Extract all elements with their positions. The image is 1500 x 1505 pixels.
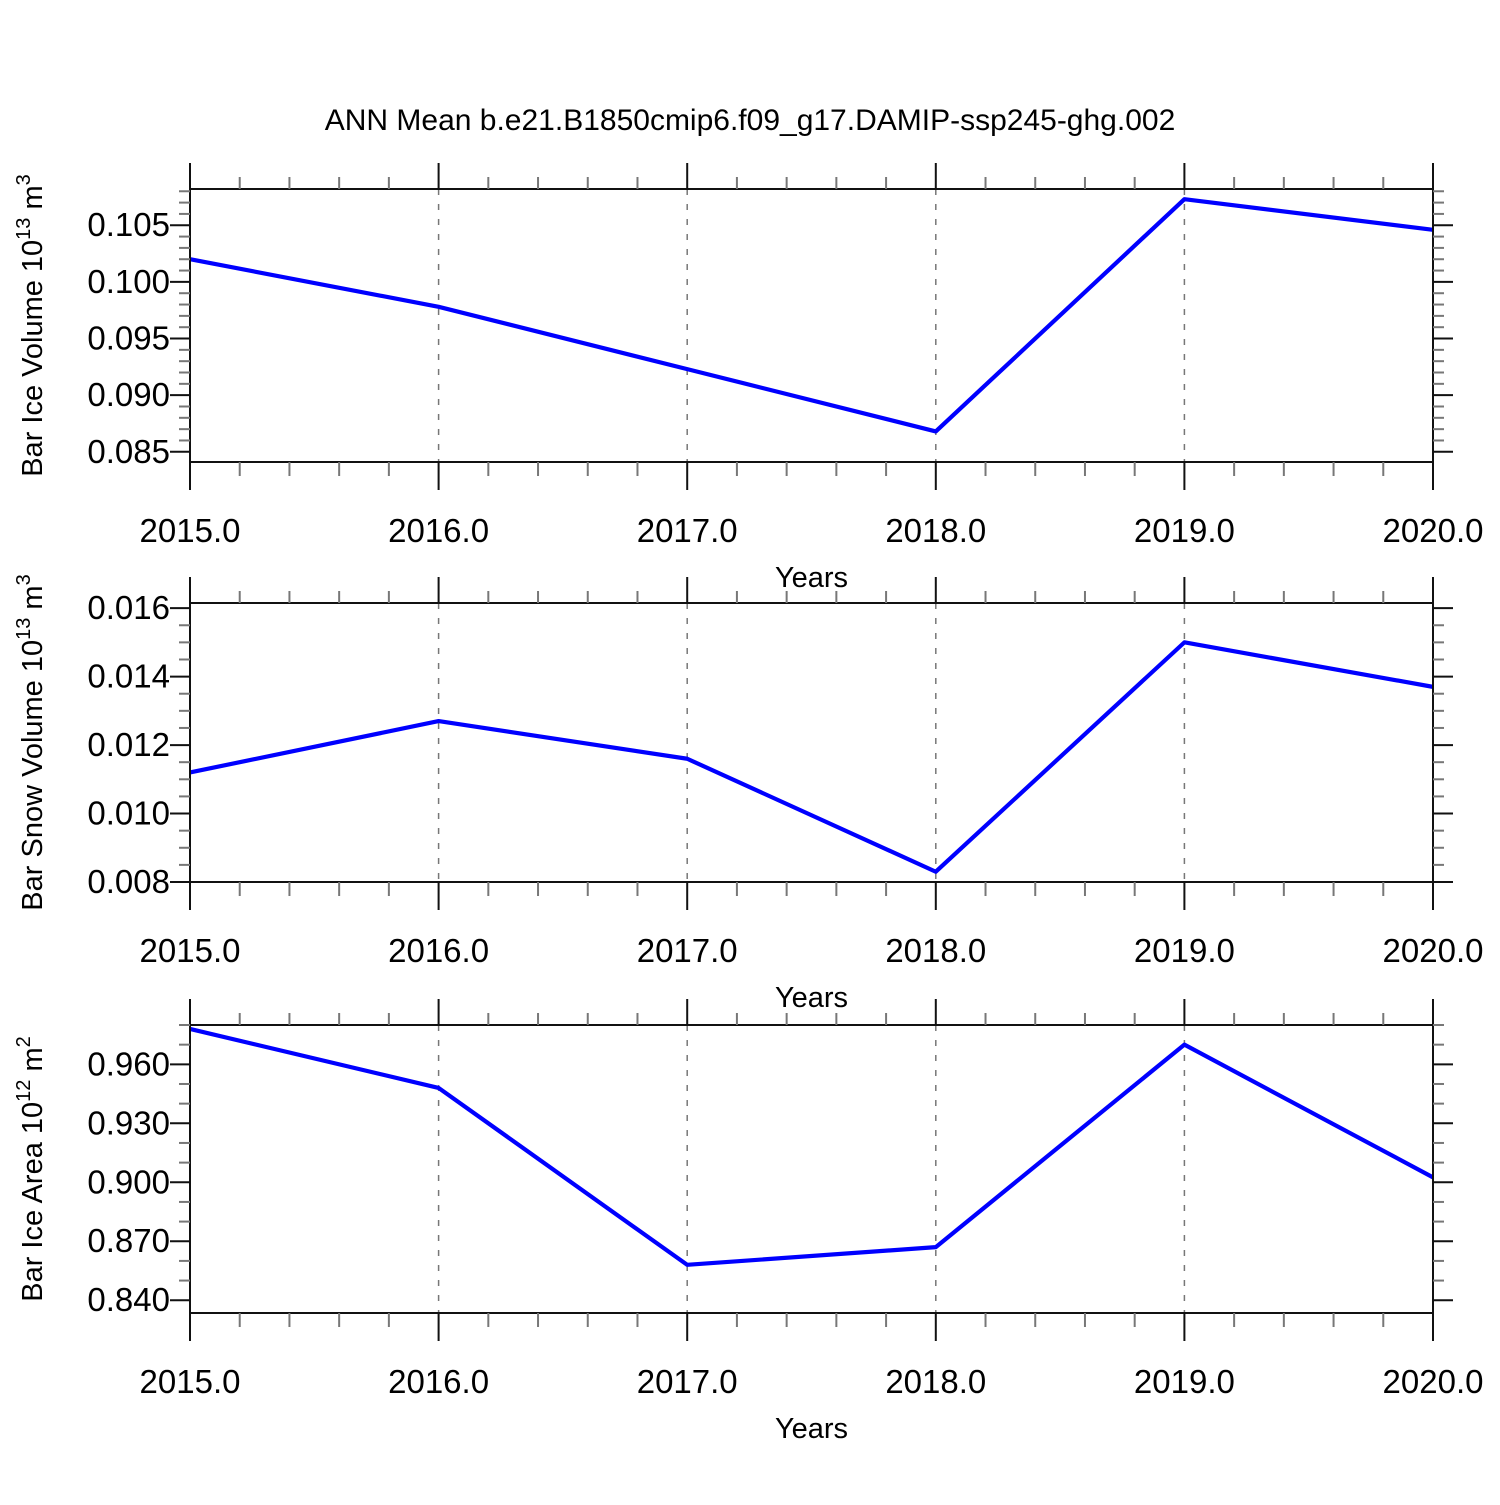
chart-panels: 0.085 0.090 0.095 0.100 0.105 2015.0 2016.0 201… [13, 163, 1483, 1445]
x-tick-label: 2017.0 [637, 932, 738, 969]
x-tick-label: 2019.0 [1134, 932, 1235, 969]
y-tick-label: 0.960 [87, 1045, 170, 1082]
x-tick-label: 2018.0 [885, 1363, 986, 1400]
y-tick-label: 0.105 [87, 206, 170, 243]
plot-frame [189, 1024, 1434, 1314]
x-tick-label: 2017.0 [637, 1363, 738, 1400]
x-tick-label: 2020.0 [1383, 1363, 1484, 1400]
plot-frame [189, 188, 1434, 463]
x-tick-label: 2020.0 [1383, 512, 1484, 549]
y-tick-label: 0.930 [87, 1104, 170, 1141]
data-line [189, 640, 1434, 874]
data-line [189, 197, 1434, 434]
x-tick-label: 2018.0 [885, 932, 986, 969]
x-axis-title: Years [775, 982, 848, 1014]
y-tick-label: 0.010 [87, 795, 170, 832]
y-tick-label: 0.840 [87, 1281, 170, 1318]
x-tick-label: 2016.0 [388, 512, 489, 549]
y-tick-label: 0.090 [87, 376, 170, 413]
y-tick-label: 0.870 [87, 1222, 170, 1259]
y-axis-title: Bar Snow Volume 1013 m3 [13, 574, 49, 910]
y-tick-label: 0.008 [87, 863, 170, 900]
panel-ice-volume: 0.085 0.090 0.095 0.100 0.105 2015.0 2016.0 201… [13, 163, 1483, 594]
y-tick-label: 0.900 [87, 1163, 170, 1200]
x-tick-label: 2015.0 [140, 1363, 241, 1400]
x-tick-label: 2015.0 [140, 932, 241, 969]
y-axis-title: Bar Ice Area 1012 m2 [13, 1036, 49, 1302]
x-tick-label: 2015.0 [140, 512, 241, 549]
x-tick-label: 2018.0 [885, 512, 986, 549]
y-tick-label: 0.012 [87, 726, 170, 763]
y-tick-label: 0.100 [87, 263, 170, 300]
panel-snow-volume: 0.008 0.010 0.012 0.014 0.016 2015.0 2016.0 201… [13, 574, 1483, 1014]
y-tick-label: 0.095 [87, 320, 170, 357]
x-tick-label: 2020.0 [1383, 932, 1484, 969]
x-tick-label: 2017.0 [637, 512, 738, 549]
y-tick-label: 0.016 [87, 589, 170, 626]
panel-ice-area: 0.840 0.870 0.900 0.930 0.960 2015.0 2016.0 201… [13, 999, 1483, 1445]
x-axis-title: Years [775, 562, 848, 594]
x-tick-label: 2016.0 [388, 1363, 489, 1400]
x-axis-title: Years [775, 1413, 848, 1445]
y-axis-title: Bar Ice Volume 1013 m3 [13, 174, 49, 477]
x-tick-label: 2019.0 [1134, 512, 1235, 549]
data-line [189, 1026, 1434, 1267]
y-tick-label: 0.014 [87, 658, 170, 695]
x-tick-label: 2019.0 [1134, 1363, 1235, 1400]
y-tick-label: 0.085 [87, 433, 170, 470]
figure-title: ANN Mean b.e21.B1850cmip6.f09_g17.DAMIP-… [325, 104, 1176, 137]
plot-frame [189, 602, 1434, 883]
x-tick-label: 2016.0 [388, 932, 489, 969]
